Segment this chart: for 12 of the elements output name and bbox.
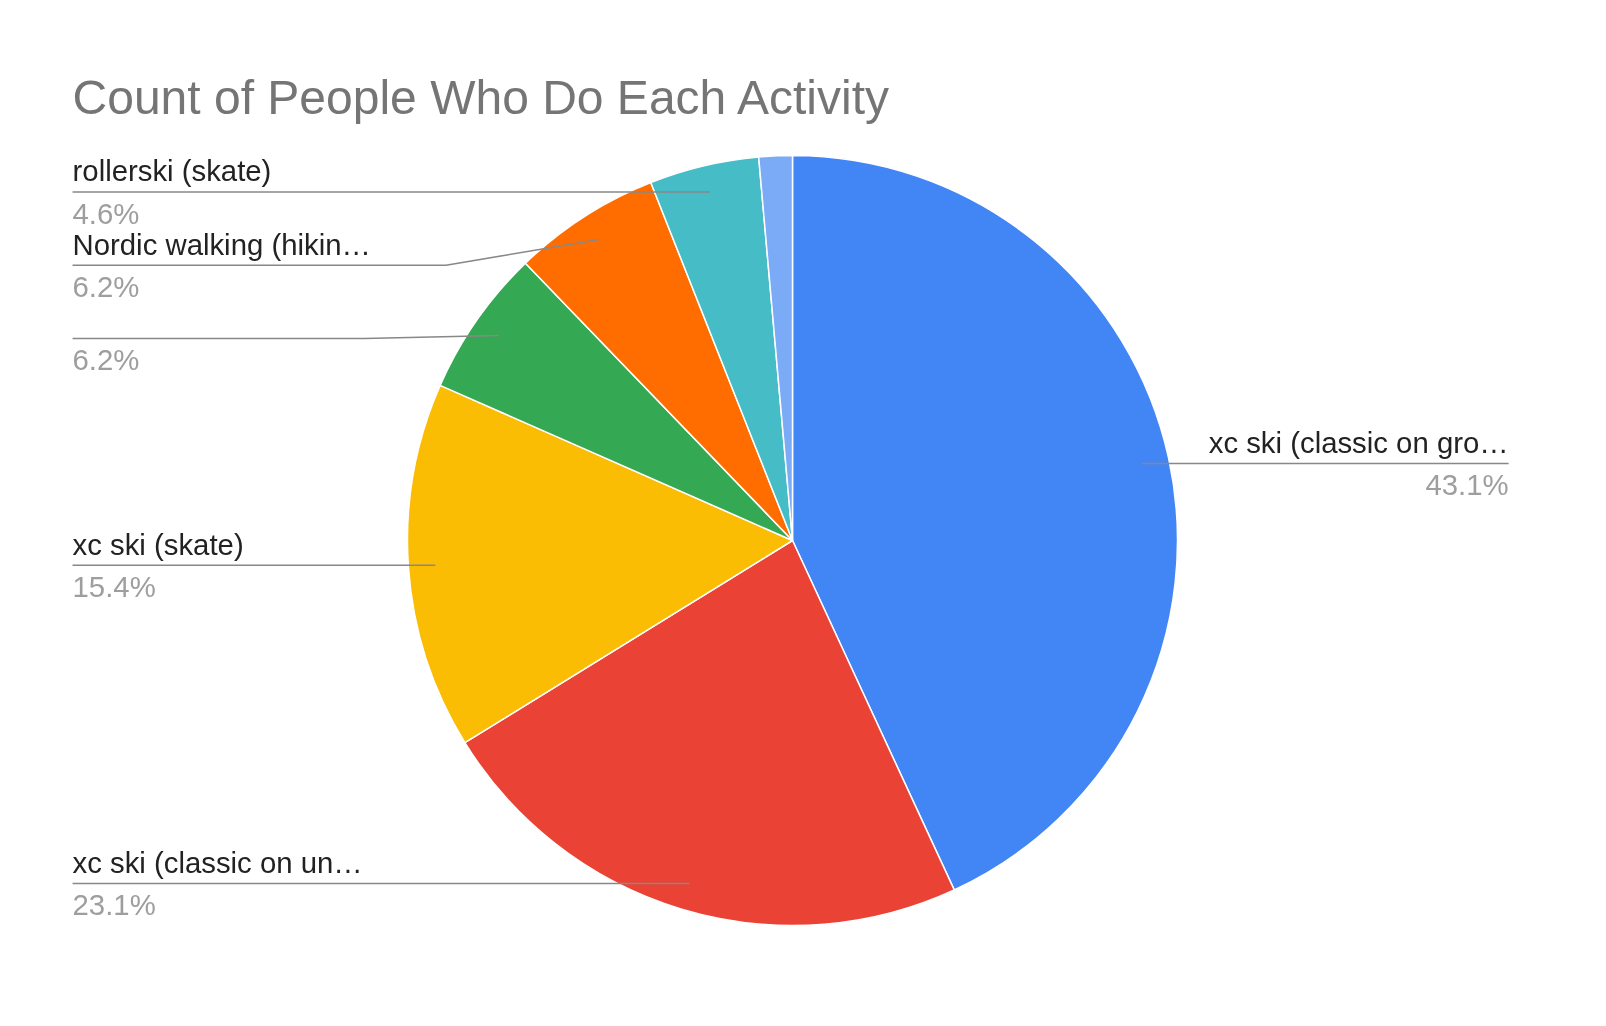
slice-label: xc ski (skate) <box>72 527 244 561</box>
slice-label: rollerski (skate) <box>72 154 272 188</box>
data-label: 43.1% <box>1425 468 1509 502</box>
data-label: 15.4% <box>72 569 156 603</box>
chart-title: Count of People Who Do Each Activity <box>72 71 889 125</box>
data-label: 4.6% <box>72 196 140 230</box>
data-label: 6.2% <box>72 343 140 376</box>
data-label: 23.1% <box>72 888 156 921</box>
data-label: 6.2% <box>72 269 140 303</box>
slice-label: xc ski (classic on gro… <box>1208 425 1509 459</box>
slice-label: xc ski (classic on un… <box>72 845 363 879</box>
slice-label: Nordic walking (hikin… <box>72 227 371 261</box>
